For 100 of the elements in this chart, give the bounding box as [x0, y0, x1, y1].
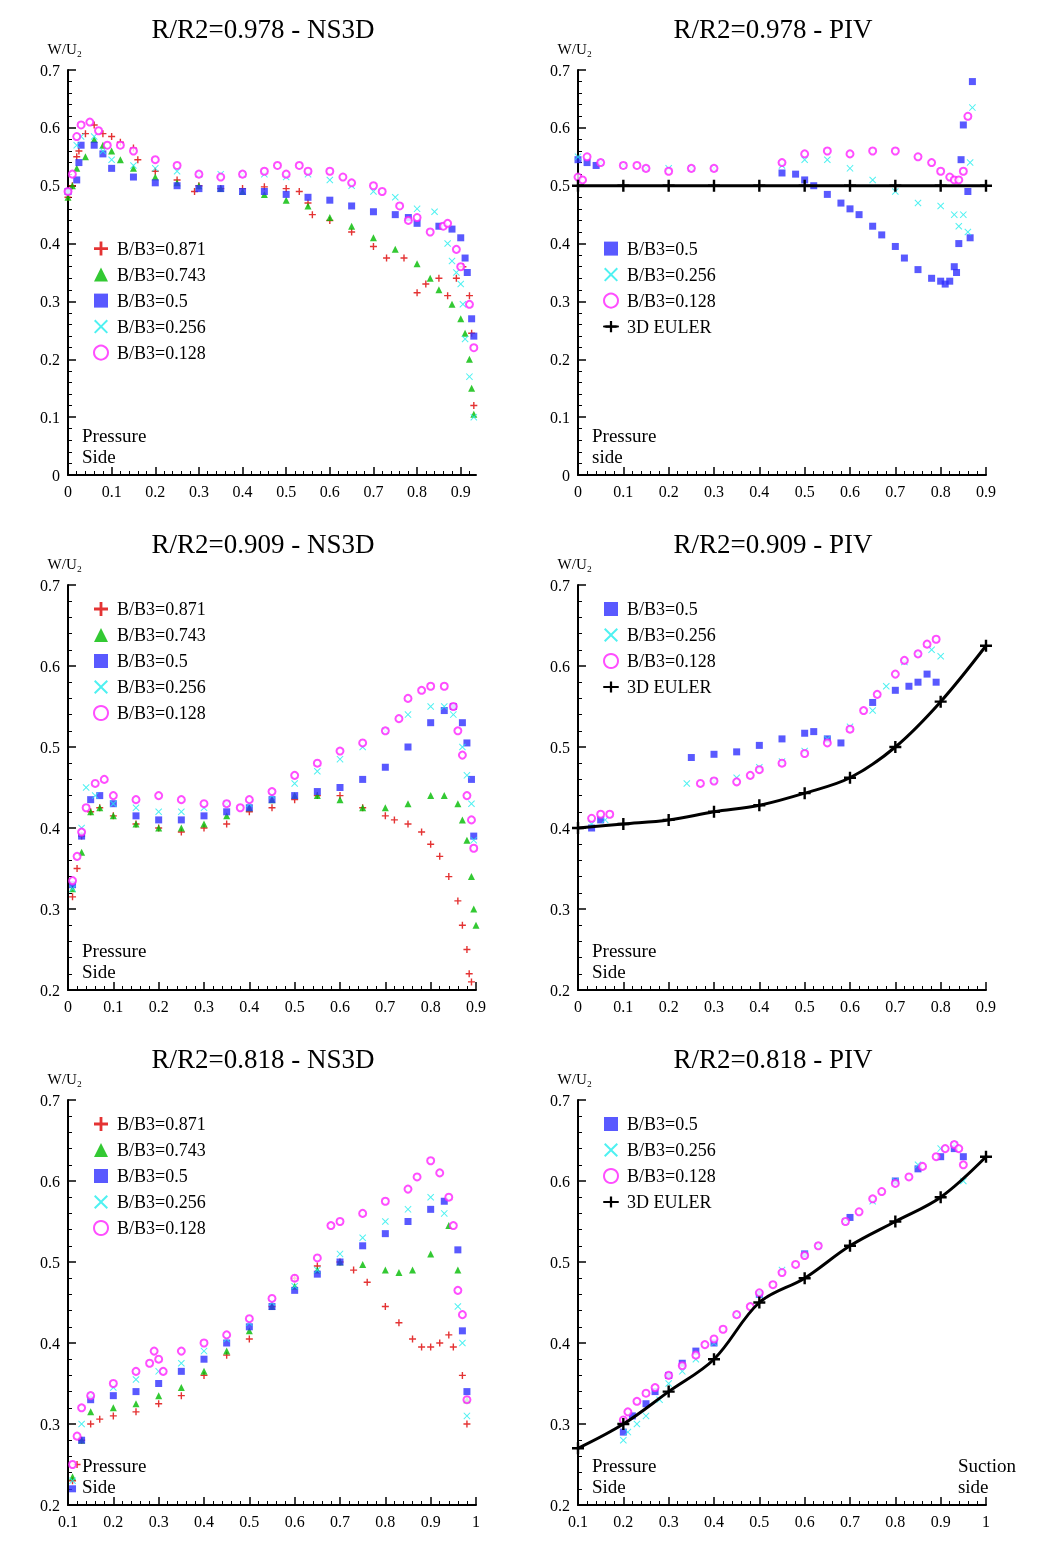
x-tick-label: 0.8: [930, 997, 951, 1015]
x-tick-label: 0.1: [101, 482, 122, 500]
y-axis-title: W/U₂: [47, 1070, 82, 1087]
y-tick-label: 0.6: [40, 119, 60, 137]
x-tick-label: 0.3: [658, 1512, 679, 1530]
y-tick-label: 0.4: [550, 235, 570, 253]
y-axis-title: W/U₂: [47, 40, 82, 57]
annotation: Pressure Side: [82, 425, 147, 467]
x-tick-label: 0.3: [148, 1512, 169, 1530]
x-tick-label: 0.5: [284, 997, 305, 1015]
x-tick-label: 0.5: [794, 997, 815, 1015]
y-tick-label: 0.3: [550, 900, 570, 918]
legend-label: B/B3=0.128: [117, 1218, 206, 1238]
legend-label: B/B3=0.743: [117, 264, 206, 285]
chart-title: R/R2=0.818 - PIV: [673, 1043, 873, 1074]
x-tick-label: 0.5: [239, 1512, 260, 1530]
x-tick-label: 1: [982, 1512, 990, 1530]
legend-label: B/B3=0.743: [117, 1140, 206, 1160]
chart-title: R/R2=0.818 - NS3D: [151, 1043, 375, 1074]
x-tick-label: 0.5: [794, 482, 815, 500]
legend-label: B/B3=0.128: [117, 703, 206, 723]
x-tick-label: 0.4: [749, 482, 770, 500]
legend-label: 3D EULER: [627, 1192, 712, 1212]
y-tick-label: 0.6: [550, 1172, 570, 1190]
x-tick-label: 0.7: [840, 1512, 860, 1530]
y-tick-label: 0.4: [40, 235, 60, 253]
y-tick-label: 0.6: [40, 1172, 60, 1190]
x-tick-label: 0: [64, 997, 72, 1015]
y-tick-label: 0.7: [550, 1091, 570, 1109]
y-tick-label: 0.2: [40, 1496, 60, 1514]
y-tick-label: 0.7: [40, 576, 60, 594]
x-tick-label: 0.8: [375, 1512, 396, 1530]
x-tick-label: 0.1: [568, 1512, 588, 1530]
legend-label: B/B3=0.871: [117, 599, 206, 619]
x-tick-label: 0.1: [613, 482, 634, 500]
y-axis-title: W/U₂: [557, 555, 592, 572]
legend-label: B/B3=0.256: [627, 625, 716, 645]
legend-label: 3D EULER: [627, 677, 712, 697]
y-tick-label: 0.4: [40, 1334, 60, 1352]
y-tick-label: 0.4: [40, 819, 60, 837]
legend-label: B/B3=0.128: [117, 342, 206, 363]
x-tick-label: 0.8: [885, 1512, 906, 1530]
y-axis-title: W/U₂: [557, 1070, 592, 1087]
legend-label: B/B3=0.871: [117, 1114, 206, 1134]
x-tick-label: 0.2: [613, 1512, 634, 1530]
annotation: Pressure side: [592, 425, 657, 467]
x-tick-label: 0.3: [704, 997, 724, 1015]
y-tick-label: 0.5: [550, 1253, 570, 1271]
chart-title: R/R2=0.909 - NS3D: [151, 528, 375, 559]
y-tick-label: 0.5: [550, 177, 570, 195]
x-tick-label: 0.8: [930, 482, 951, 500]
chart-title: R/R2=0.978 - PIV: [673, 13, 873, 44]
x-tick-label: 0.4: [749, 997, 770, 1015]
x-tick-label: 0.5: [276, 482, 297, 500]
x-tick-label: 0.4: [239, 997, 260, 1015]
legend-label: 3D EULER: [627, 316, 712, 337]
y-tick-label: 0.7: [550, 61, 570, 79]
y-tick-label: 0.7: [550, 576, 570, 594]
x-tick-label: 0.7: [885, 997, 906, 1015]
y-tick-label: 0.2: [550, 350, 570, 368]
x-tick-label: 0.2: [658, 997, 679, 1015]
x-tick-label: 0.9: [930, 1512, 951, 1530]
y-tick-label: 0.7: [40, 1091, 60, 1109]
x-tick-label: 0.2: [658, 482, 679, 500]
x-tick-label: 0.6: [284, 1512, 305, 1530]
legend-label: B/B3=0.128: [627, 1166, 716, 1186]
x-tick-label: 0.9: [976, 997, 996, 1015]
x-tick-label: 0.3: [188, 482, 209, 500]
x-tick-label: 0.4: [194, 1512, 214, 1530]
y-tick-label: 0.5: [550, 738, 570, 756]
annotation: Pressure Side: [82, 1455, 147, 1497]
y-tick-label: 0.2: [40, 981, 60, 999]
y-tick-label: 0.4: [550, 819, 570, 837]
legend-label: B/B3=0.256: [117, 1192, 206, 1212]
legend-label: B/B3=0.128: [627, 290, 716, 311]
y-tick-label: 0.4: [550, 1334, 570, 1352]
y-tick-label: 0.5: [40, 177, 60, 195]
x-tick-label: 0.8: [407, 482, 428, 500]
x-tick-label: 0.3: [194, 997, 214, 1015]
x-tick-label: 1: [472, 1512, 480, 1530]
y-tick-label: 0.6: [550, 657, 570, 675]
annotation: Pressure Side: [82, 940, 147, 982]
x-tick-label: 0.9: [976, 482, 996, 500]
x-tick-label: 0.2: [145, 482, 166, 500]
x-tick-label: 0.9: [420, 1512, 441, 1530]
legend-label: B/B3=0.5: [627, 238, 698, 259]
y-tick-label: 0.6: [550, 119, 570, 137]
chart-title: R/R2=0.978 - NS3D: [151, 13, 375, 44]
x-tick-label: 0: [64, 482, 72, 500]
y-tick-label: 0.7: [40, 61, 60, 79]
legend-label: B/B3=0.256: [117, 677, 206, 697]
x-tick-label: 0.7: [375, 997, 396, 1015]
x-tick-label: 0.6: [319, 482, 340, 500]
y-tick-label: 0.3: [40, 1415, 60, 1433]
legend-label: B/B3=0.256: [117, 316, 206, 337]
x-tick-label: 0.7: [363, 482, 384, 500]
y-tick-label: 0.1: [40, 408, 60, 426]
x-tick-label: 0.7: [330, 1512, 350, 1530]
legend-label: B/B3=0.256: [627, 264, 716, 285]
x-tick-label: 0.6: [330, 997, 350, 1015]
